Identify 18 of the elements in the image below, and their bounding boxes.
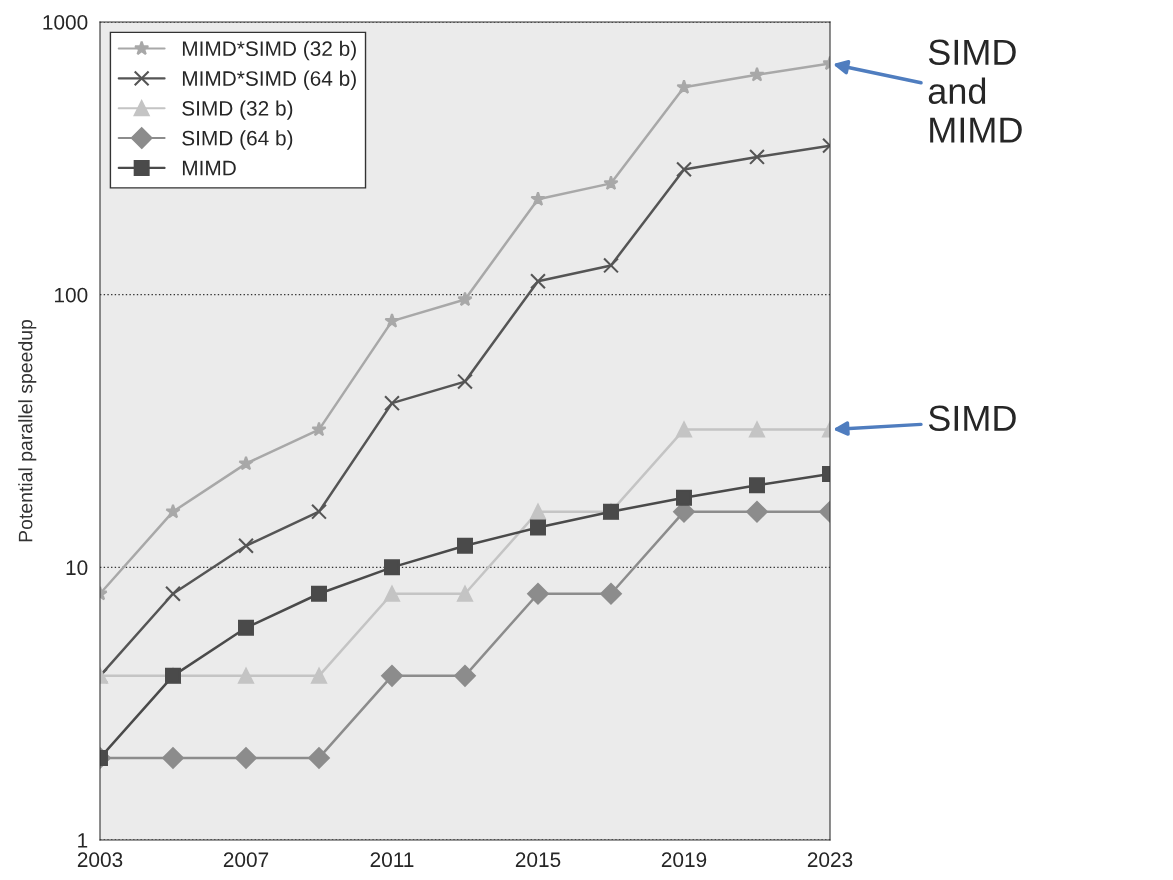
annotation: SIMD and MIMD [928,39,1022,143]
legend-label: MIMD*SIMD (32 b) [182,40,356,61]
y-tick-label: 10 [66,560,88,576]
y-tick-label: 1000 [43,15,88,30]
x-tick-label: 2023 [807,852,853,868]
x-tick-label: 2015 [515,852,561,868]
y-tick-label: 1 [78,833,88,848]
legend-label: MIMD*SIMD (64 b) [182,70,356,90]
annotation: SIMD [928,405,1016,432]
x-tick-label: 2011 [370,852,414,868]
legend-label: SIMD (64 b) [182,130,293,150]
y-axis-title: Potential parallel speedup [18,319,37,542]
x-tick-label: 2003 [77,852,123,868]
legend-label: SIMD (32 b) [182,100,293,120]
legend-label: MIMD [182,160,236,176]
y-tick-label: 100 [55,287,88,303]
x-tick-label: 2019 [661,852,707,868]
x-tick-label: 2007 [223,852,269,868]
